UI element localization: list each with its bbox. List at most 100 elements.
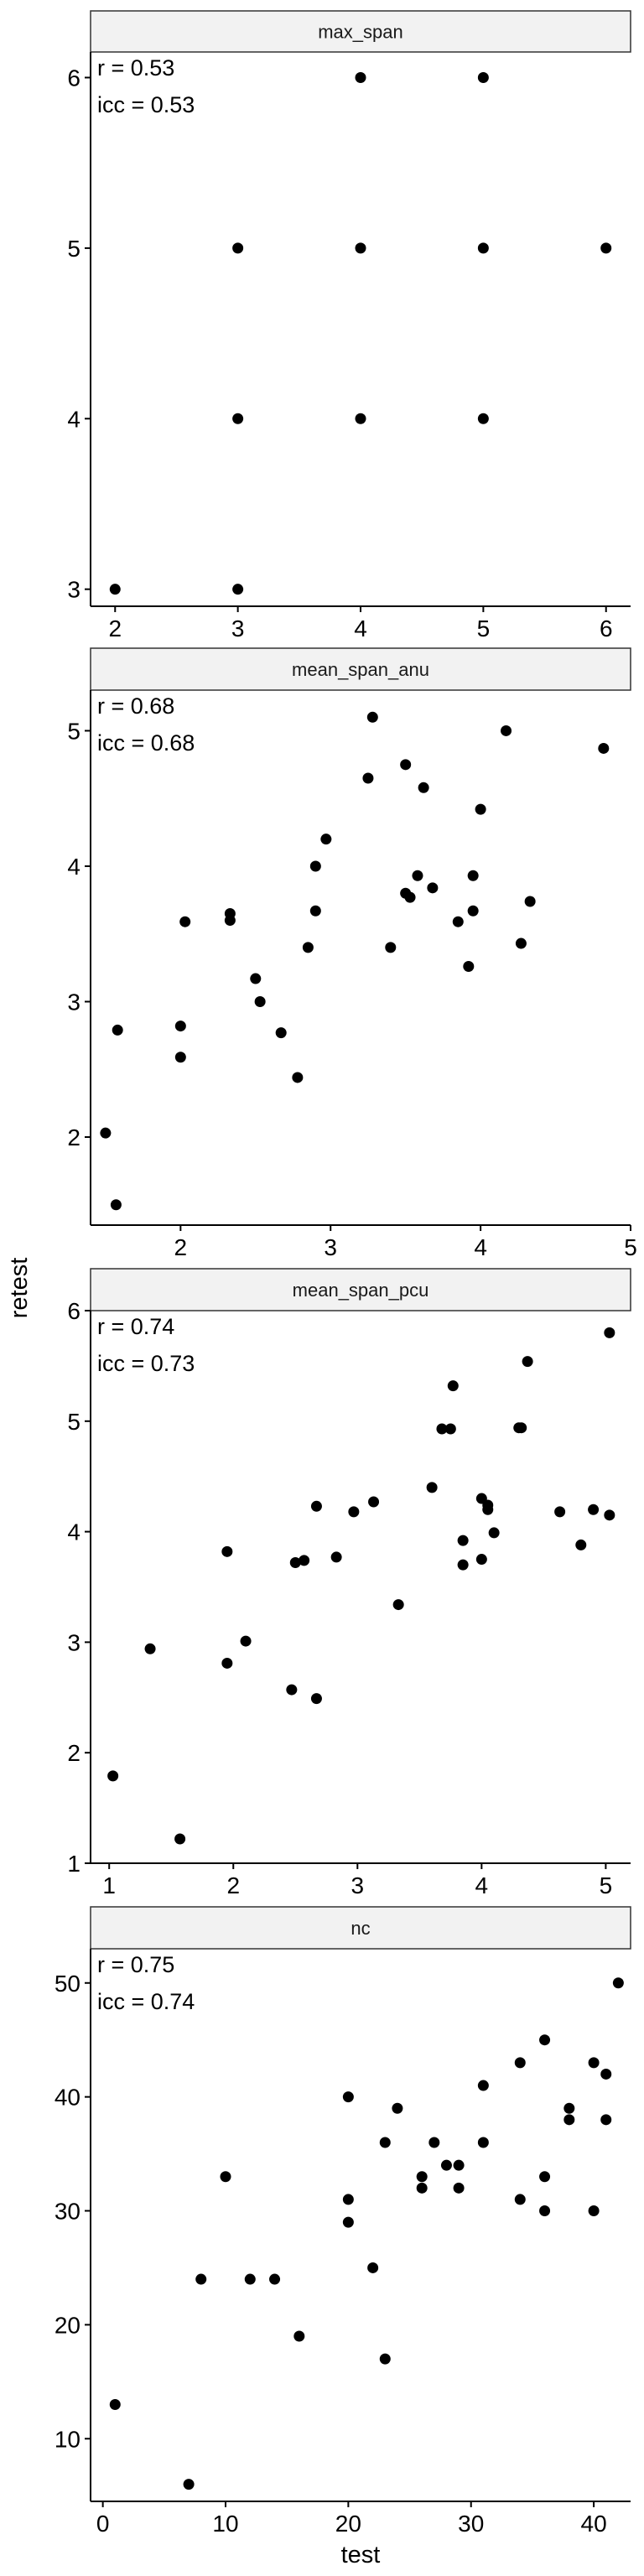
y-tick-label: 4	[67, 406, 80, 432]
stat-annotation: r = 0.53	[97, 55, 174, 80]
data-point	[588, 2057, 600, 2069]
data-point	[412, 870, 423, 881]
data-point	[174, 1052, 186, 1063]
y-tick-label: 1	[67, 1851, 80, 1877]
data-point	[385, 942, 397, 953]
data-point	[575, 1539, 587, 1550]
data-point	[362, 772, 374, 784]
data-point	[418, 782, 429, 793]
data-point	[109, 584, 121, 595]
data-point	[286, 1684, 298, 1696]
x-axis-title: test	[341, 2542, 381, 2568]
y-tick-label: 10	[55, 2426, 80, 2452]
data-point	[600, 242, 612, 254]
data-point	[477, 242, 489, 254]
data-point	[292, 1072, 304, 1083]
data-point	[516, 1422, 527, 1434]
y-tick-label: 2	[67, 1124, 80, 1150]
data-point	[310, 1500, 322, 1512]
y-tick-label: 6	[67, 65, 80, 91]
data-point	[342, 2194, 354, 2205]
data-point	[367, 2262, 379, 2273]
data-point	[348, 1506, 360, 1518]
y-tick-label: 20	[55, 2312, 80, 2338]
x-tick-label: 3	[351, 1872, 365, 1898]
data-point	[404, 891, 416, 903]
x-tick-label: 3	[231, 615, 245, 641]
data-point	[416, 2171, 428, 2183]
y-tick-label: 30	[55, 2199, 80, 2225]
x-tick-label: 20	[335, 2511, 361, 2537]
data-point	[457, 1559, 469, 1571]
data-point	[426, 1482, 438, 1493]
data-point	[539, 2205, 551, 2217]
y-tick-label: 6	[67, 1298, 80, 1324]
data-point	[174, 1021, 186, 1032]
facet-nc: nc 10 20 30 40 50 0 10 20 30 40 r = 0.75 icc = 0.74	[55, 1906, 631, 2537]
y-tick-label: 4	[67, 854, 80, 880]
data-point	[221, 1657, 233, 1669]
stat-annotation: r = 0.68	[97, 693, 174, 719]
data-point	[554, 1506, 566, 1518]
data-point	[302, 942, 314, 953]
data-point	[254, 995, 266, 1007]
data-point	[342, 2216, 354, 2228]
data-point	[355, 413, 366, 424]
facet-strip	[90, 647, 631, 691]
x-tick-label: 6	[600, 615, 613, 641]
data-point	[447, 1380, 459, 1392]
data-point	[514, 2057, 526, 2069]
facet-strip-label: max_span	[318, 22, 403, 43]
y-tick-label: 50	[55, 1971, 80, 1997]
data-point	[477, 2137, 489, 2148]
data-point	[144, 1643, 156, 1654]
data-point	[501, 724, 512, 736]
stat-annotation: icc = 0.53	[97, 92, 195, 117]
x-tick-label: 1	[102, 1872, 116, 1898]
stat-annotation: icc = 0.74	[97, 1989, 195, 2014]
data-point	[539, 2034, 551, 2046]
y-tick-label: 3	[67, 989, 80, 1015]
x-tick-label: 3	[324, 1234, 337, 1260]
data-point	[522, 1356, 533, 1368]
x-tick-label: 0	[96, 2511, 110, 2537]
data-point	[598, 742, 610, 754]
stat-annotation: icc = 0.73	[97, 1351, 195, 1376]
data-point	[112, 1024, 123, 1036]
data-point	[320, 834, 332, 845]
y-tick-label: 2	[67, 1740, 80, 1766]
data-point	[269, 2273, 281, 2285]
data-point	[232, 413, 244, 424]
x-tick-label: 10	[212, 2511, 238, 2537]
data-point	[392, 1599, 404, 1611]
x-tick-label: 5	[624, 1234, 637, 1260]
y-tick-label: 4	[67, 1519, 80, 1545]
data-point	[366, 711, 378, 723]
data-point	[427, 882, 439, 894]
facet-mean-span-pcu: mean_span_pcu 1 2 3 4 5 6 1 2 3 4 5 r = 0.74 icc = 0.…	[67, 1268, 631, 1898]
data-point	[309, 860, 321, 872]
data-point	[524, 896, 536, 907]
data-point	[436, 1423, 448, 1435]
stat-annotation: icc = 0.68	[97, 730, 195, 756]
data-point	[440, 2159, 452, 2171]
data-point	[107, 1770, 119, 1782]
y-tick-label: 3	[67, 577, 80, 603]
data-point	[475, 803, 486, 815]
data-point	[232, 242, 244, 254]
data-point	[539, 2171, 551, 2183]
x-tick-label: 40	[581, 2511, 607, 2537]
x-tick-label: 4	[474, 1234, 487, 1260]
x-tick-label: 5	[477, 615, 491, 641]
data-point	[488, 1527, 500, 1539]
facet-max-span: max_span 3 4 5 6 2 3 4 5 6 r = 0.53 icc = 0.53	[67, 10, 631, 641]
data-point	[392, 2102, 403, 2114]
y-tick-label: 5	[67, 718, 80, 744]
x-tick-label: 2	[226, 1872, 240, 1898]
data-point	[342, 2091, 354, 2103]
facet-mean-span-anu: mean_span_anu 2 3 4 5 2 3 4 5 r = 0.68 icc = 0.68	[67, 647, 637, 1260]
data-point	[564, 2114, 575, 2126]
facet-strip-label: nc	[351, 1918, 370, 1939]
data-point	[224, 908, 236, 920]
